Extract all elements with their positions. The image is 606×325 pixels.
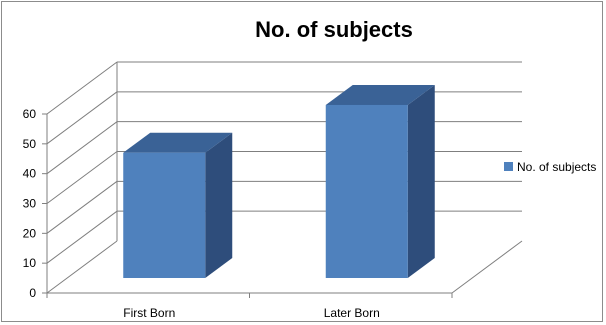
gridline-wall [46,180,118,234]
y-tick-label: 0 [29,286,36,300]
y-tick-label: 30 [23,197,37,211]
y-tick-label: 10 [23,256,37,270]
legend-swatch [504,162,513,171]
bar-front [123,152,206,278]
legend: No. of subjects [504,160,596,174]
gridlines [46,61,523,298]
bar-2 [325,84,435,278]
floor-right-edge [451,240,523,294]
gridline-wall [46,210,118,264]
bar-side [205,132,233,278]
chart-title: No. of subjects [255,17,413,42]
legend-label: No. of subjects [517,160,596,174]
gridline-wall [46,240,118,294]
gridline-wall [46,91,118,145]
y-tick-label: 60 [23,107,37,121]
gridline-wall [46,151,118,204]
bar-1 [123,132,233,278]
y-tick-label: 20 [23,226,37,240]
y-tick-label: 40 [23,167,37,181]
x-category-label: Later Born [324,306,380,320]
bar-top [325,84,435,105]
x-axis-labels: First Born Later Born [123,306,380,320]
gridline-wall [46,61,118,115]
bar-top [123,132,233,153]
bar-side [407,84,435,278]
y-tick-label: 50 [23,137,37,151]
gridline-wall [46,121,118,175]
bar-front [325,104,408,278]
x-category-label: First Born [123,306,175,320]
bars [123,84,435,278]
y-axis-ticks: 0 10 20 30 40 50 60 [23,107,47,300]
